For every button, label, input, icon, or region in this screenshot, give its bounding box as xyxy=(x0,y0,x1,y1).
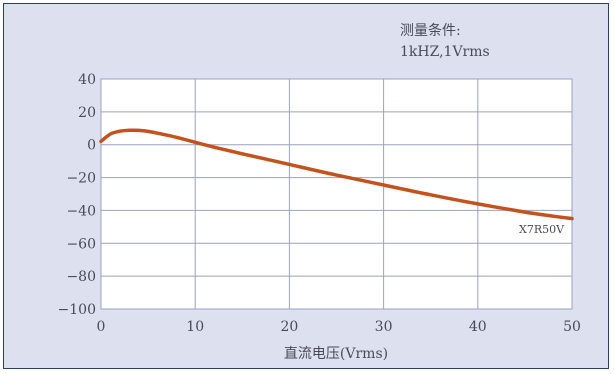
y-tick-label: 20 xyxy=(78,105,96,121)
y-tick-label: 40 xyxy=(78,72,96,88)
series-label-x7r50v: X7R50V xyxy=(519,223,565,236)
y-tick-label: −60 xyxy=(66,236,96,252)
y-tick-label: −100 xyxy=(58,302,96,318)
x-axis-label: 直流电压(Vrms) xyxy=(284,345,388,362)
plot-area xyxy=(100,78,573,310)
series-line-x7r50v xyxy=(99,128,574,221)
y-tick-label: 0 xyxy=(87,138,96,154)
x-tick-label: 10 xyxy=(186,319,204,335)
x-axis-ticks: 0 10 20 30 40 50 xyxy=(97,319,581,335)
annotation-line-1: 测量条件: xyxy=(400,22,461,39)
annotation-line-2: 1kHZ,1Vrms xyxy=(400,44,490,60)
chart-frame: 40 20 0 −20 −40 −60 −80 −100 0 10 20 30 40 50 测量条件: … xyxy=(3,3,609,369)
y-tick-label: −40 xyxy=(66,203,96,219)
series-layer xyxy=(99,128,574,221)
x-tick-label: 20 xyxy=(280,319,298,335)
grid xyxy=(101,79,572,309)
x-tick-label: 30 xyxy=(375,319,393,335)
x-tick-label: 50 xyxy=(563,319,581,335)
y-tick-label: −20 xyxy=(66,171,96,187)
y-tick-label: −80 xyxy=(66,269,96,285)
x-tick-label: 0 xyxy=(97,319,106,335)
x-tick-label: 40 xyxy=(469,319,487,335)
y-axis-ticks: 40 20 0 −20 −40 −60 −80 −100 xyxy=(58,72,96,318)
